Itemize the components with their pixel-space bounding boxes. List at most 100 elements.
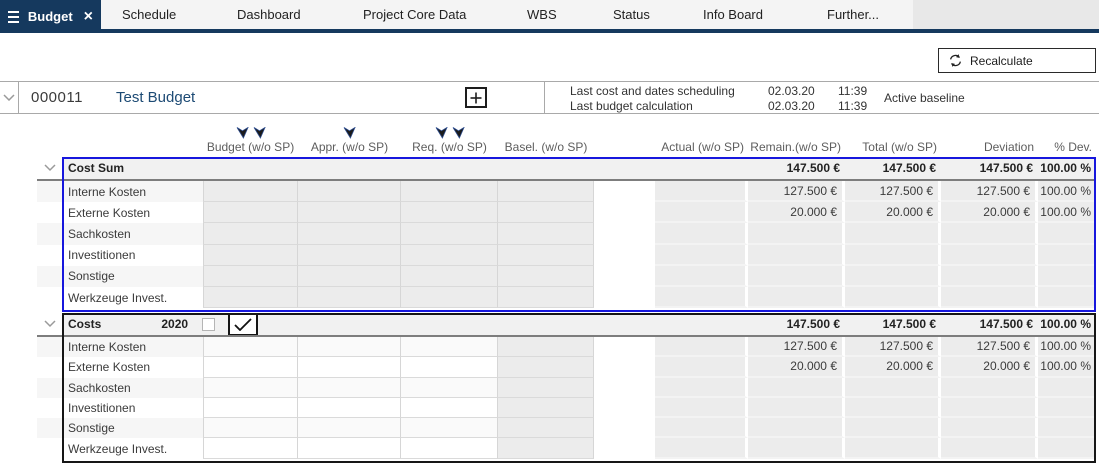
tab-project-core-data[interactable]: Project Core Data	[363, 7, 467, 22]
cell-req[interactable]	[401, 244, 498, 266]
cell-dev_pct[interactable]	[1038, 377, 1096, 398]
cell-appr[interactable]	[298, 337, 401, 358]
tab-schedule[interactable]: Schedule	[122, 7, 177, 22]
cell-total[interactable]	[845, 223, 941, 245]
filter-icon[interactable]	[452, 127, 465, 139]
cell-dev_pct[interactable]	[1038, 286, 1096, 309]
cell-req[interactable]	[401, 202, 498, 224]
section-header-actual-cell[interactable]	[655, 313, 748, 335]
chevron-down-icon[interactable]	[43, 320, 56, 328]
cell-total[interactable]	[845, 438, 941, 459]
cell-dev_pct[interactable]	[1038, 418, 1096, 439]
column-header-total[interactable]: Total (w/o SP)	[845, 115, 941, 157]
cell-deviation[interactable]	[941, 286, 1038, 309]
cell-dev_pct[interactable]: 100.00 %	[1038, 181, 1096, 203]
cell-appr[interactable]	[298, 223, 401, 245]
cell-total[interactable]: 20.000 €	[845, 357, 941, 378]
tab-budget[interactable]: Budget ×	[0, 0, 101, 33]
section-total-deviation[interactable]: 147.500 €	[941, 313, 1038, 335]
cell-dev_pct[interactable]	[1038, 223, 1096, 245]
cell-actual[interactable]	[655, 438, 748, 459]
cell-appr[interactable]	[298, 357, 401, 378]
cell-req[interactable]	[401, 337, 498, 358]
tab-wbs[interactable]: WBS	[527, 7, 557, 22]
cell-appr[interactable]	[298, 377, 401, 398]
filter-icon[interactable]	[343, 127, 356, 139]
filter-icon[interactable]	[435, 127, 448, 139]
cell-total[interactable]: 127.500 €	[845, 337, 941, 358]
cell-actual[interactable]	[655, 223, 748, 245]
cell-req[interactable]	[401, 223, 498, 245]
tab-further[interactable]: Further...	[827, 7, 880, 22]
column-header-appr[interactable]: Appr. (w/o SP)	[298, 115, 401, 157]
cell-req[interactable]	[401, 181, 498, 203]
cell-actual[interactable]	[655, 418, 748, 439]
cell-req[interactable]	[401, 265, 498, 287]
cell-dev_pct[interactable]	[1038, 438, 1096, 459]
cell-deviation[interactable]	[941, 244, 1038, 266]
column-header-remain[interactable]: Remain.(w/o SP)	[748, 115, 845, 157]
filter-icon[interactable]	[236, 127, 249, 139]
cell-actual[interactable]	[655, 377, 748, 398]
cell-basel[interactable]	[498, 181, 594, 203]
cell-deviation[interactable]: 127.500 €	[941, 337, 1038, 358]
cell-deviation[interactable]	[941, 377, 1038, 398]
cell-deviation[interactable]: 127.500 €	[941, 181, 1038, 203]
cell-appr[interactable]	[298, 181, 401, 203]
cell-appr[interactable]	[298, 202, 401, 224]
cell-remain[interactable]: 127.500 €	[748, 337, 845, 358]
cell-remain[interactable]: 20.000 €	[748, 202, 845, 224]
cell-deviation[interactable]	[941, 438, 1038, 459]
cell-remain[interactable]	[748, 397, 845, 419]
cell-deviation[interactable]: 20.000 €	[941, 357, 1038, 378]
cell-req[interactable]	[401, 357, 498, 378]
cell-remain[interactable]	[748, 244, 845, 266]
cell-appr[interactable]	[298, 286, 401, 309]
section-total-remain[interactable]: 147.500 €	[748, 313, 845, 335]
cell-total[interactable]: 20.000 €	[845, 202, 941, 224]
cell-budget[interactable]	[203, 265, 298, 287]
cell-budget[interactable]	[203, 397, 298, 419]
filter-icon[interactable]	[253, 127, 266, 139]
cell-deviation[interactable]	[941, 418, 1038, 439]
cell-req[interactable]	[401, 286, 498, 309]
add-button[interactable]	[465, 87, 487, 108]
column-header-deviation[interactable]: Deviation	[941, 115, 1038, 157]
cell-total[interactable]: 127.500 €	[845, 181, 941, 203]
cell-remain[interactable]	[748, 265, 845, 287]
cell-actual[interactable]	[655, 286, 748, 309]
cell-budget[interactable]	[203, 286, 298, 309]
cell-total[interactable]	[845, 286, 941, 309]
close-icon[interactable]: ×	[83, 7, 93, 25]
approval-checkbox[interactable]	[228, 313, 259, 335]
cell-basel[interactable]	[498, 265, 594, 287]
cell-basel[interactable]	[498, 418, 594, 439]
cell-remain[interactable]	[748, 377, 845, 398]
cell-deviation[interactable]	[941, 223, 1038, 245]
cell-remain[interactable]	[748, 223, 845, 245]
cell-appr[interactable]	[298, 244, 401, 266]
cell-remain[interactable]: 127.500 €	[748, 181, 845, 203]
cell-deviation[interactable]	[941, 265, 1038, 287]
cell-actual[interactable]	[655, 181, 748, 203]
cell-basel[interactable]	[498, 397, 594, 419]
cell-dev_pct[interactable]: 100.00 %	[1038, 357, 1096, 378]
cell-remain[interactable]	[748, 438, 845, 459]
section-total-total[interactable]: 147.500 €	[845, 313, 941, 335]
column-header-budget[interactable]: Budget (w/o SP)	[203, 115, 298, 157]
cell-basel[interactable]	[498, 357, 594, 378]
section-header[interactable]: Cost Sum	[62, 157, 655, 179]
cell-total[interactable]	[845, 377, 941, 398]
cell-dev_pct[interactable]: 100.00 %	[1038, 337, 1096, 358]
cell-total[interactable]	[845, 244, 941, 266]
cell-budget[interactable]	[203, 223, 298, 245]
section-total-dev_pct[interactable]: 100.00 %	[1038, 157, 1096, 179]
cell-remain[interactable]	[748, 286, 845, 309]
cell-actual[interactable]	[655, 397, 748, 419]
tab-status[interactable]: Status	[613, 7, 650, 22]
cell-budget[interactable]	[203, 418, 298, 439]
cell-req[interactable]	[401, 438, 498, 459]
chevron-down-icon[interactable]	[43, 164, 56, 172]
cell-budget[interactable]	[203, 357, 298, 378]
cell-basel[interactable]	[498, 244, 594, 266]
